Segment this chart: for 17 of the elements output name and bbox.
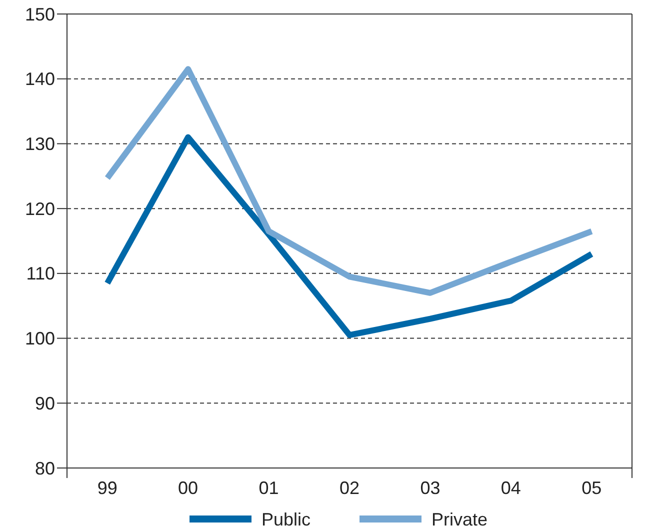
y-tick-label: 140 bbox=[24, 69, 55, 90]
x-tick-label: 00 bbox=[178, 478, 198, 498]
x-tick-label: 02 bbox=[339, 478, 360, 498]
y-tick-label: 80 bbox=[34, 458, 55, 478]
y-tick-label: 110 bbox=[26, 264, 55, 284]
x-tick-label: 99 bbox=[97, 478, 118, 498]
y-tick-label: 120 bbox=[24, 198, 55, 219]
y-tick-label: 130 bbox=[24, 134, 55, 154]
x-tick-label: 04 bbox=[500, 478, 521, 498]
legend-label: Public bbox=[262, 509, 311, 530]
y-tick-label: 90 bbox=[34, 393, 55, 414]
y-tick-label: 100 bbox=[24, 328, 55, 349]
y-tick-label: 150 bbox=[24, 4, 55, 24]
x-tick-label: 01 bbox=[258, 478, 279, 498]
legend-label: Private bbox=[432, 509, 488, 530]
x-tick-label: 03 bbox=[420, 478, 440, 498]
x-tick-label: 05 bbox=[582, 478, 602, 498]
